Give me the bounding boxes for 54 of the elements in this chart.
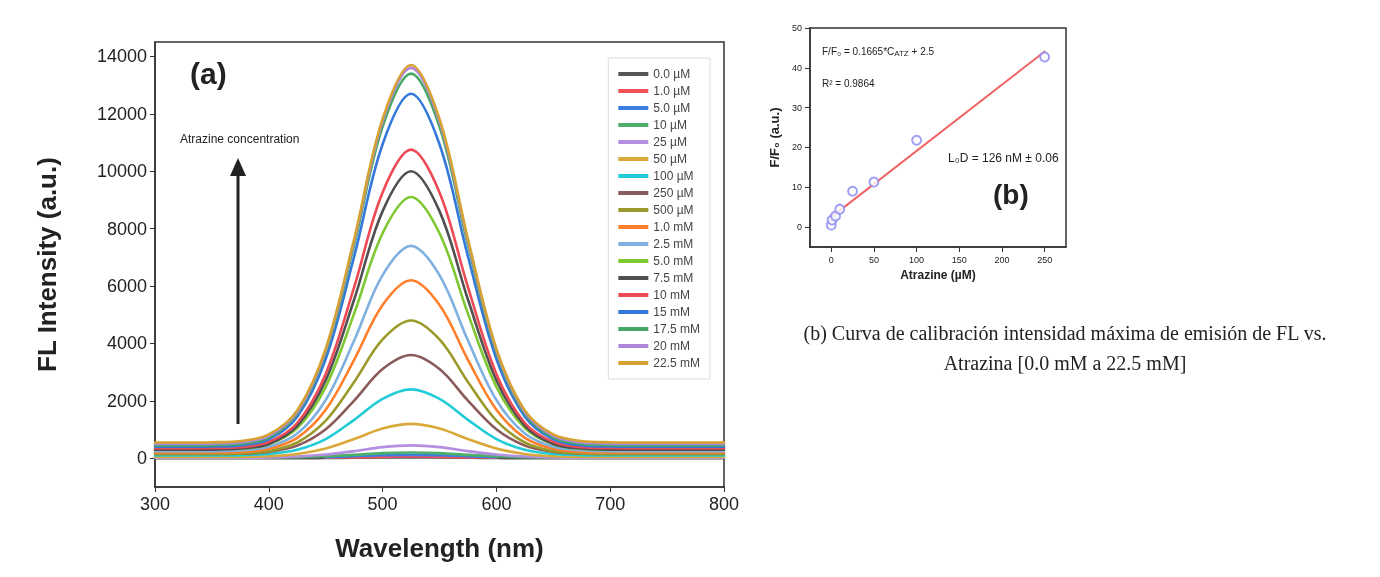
annotation: R² = 0.9864 <box>822 77 875 89</box>
x-tick-label: 150 <box>951 254 967 265</box>
y-tick-label: 6000 <box>106 276 147 297</box>
x-tick-label: 0 <box>828 254 834 265</box>
x-tick-label: 50 <box>868 254 879 265</box>
y-tick-label: 20 <box>791 142 802 153</box>
y-tick-label: 40 <box>791 62 802 73</box>
x-tick-label: 300 <box>139 494 171 514</box>
legend-label: 2.5 mM <box>653 237 694 251</box>
annotation: Atrazine concentration <box>180 132 300 146</box>
x-tick-label: 600 <box>481 494 512 514</box>
x-tick-label: 200 <box>994 254 1010 265</box>
legend-label: 10 µM <box>653 118 687 132</box>
x-axis-title: Atrazine (µM) <box>900 268 976 282</box>
y-tick-label: 2000 <box>106 390 147 411</box>
text: (b) Curva de calibración intensidad máxima de emisión de FL vs. Atrazina [0.0 mM a 22.5 mM] <box>802 321 1328 376</box>
legend-label: 17.5 mM <box>653 322 701 336</box>
legend-label: 20 mM <box>653 339 691 353</box>
y-tick-label: 12000 <box>96 103 147 124</box>
y-axis-title: FL Intensity (a.u.) <box>32 157 62 372</box>
y-tick-label: 14000 <box>96 46 147 67</box>
legend-label: 500 µM <box>653 203 694 217</box>
y-tick-label: 0 <box>136 448 147 469</box>
legend-label: 5.0 µM <box>653 101 691 115</box>
legend-label: 50 µM <box>653 152 687 166</box>
y-tick-label: 10 <box>791 182 802 193</box>
x-axis-title: Wavelength (nm) <box>335 533 544 563</box>
y-tick-label: 10000 <box>96 161 147 182</box>
legend-label: 25 µM <box>653 135 687 149</box>
x-tick-label: 100 <box>909 254 925 265</box>
x-tick-label: 800 <box>708 494 740 514</box>
y-tick-label: 8000 <box>106 218 147 239</box>
x-tick-label: 500 <box>367 494 398 514</box>
x-tick-label: 250 <box>1037 254 1053 265</box>
legend-label: 1.0 mM <box>653 220 694 234</box>
legend-label: 10 mM <box>653 288 691 302</box>
annotation: (a) <box>190 56 227 90</box>
legend-label: 0.0 µM <box>653 67 691 81</box>
y-tick-label: 30 <box>791 102 802 113</box>
x-tick-label: 400 <box>253 494 284 514</box>
y-tick-label: 50 <box>791 23 802 33</box>
y-tick-label: 0 <box>796 222 802 233</box>
legend-label: 100 µM <box>653 169 694 183</box>
legend-label: 22.5 mM <box>653 356 701 370</box>
legend-label: 1.0 µM <box>653 84 691 98</box>
y-tick-label: 4000 <box>106 333 147 354</box>
legend-label: 15 mM <box>653 305 691 319</box>
y-axis-title: F/F₀ (a.u.) <box>767 107 782 168</box>
legend-label: 7.5 mM <box>653 271 694 285</box>
annotation: (b) <box>993 178 1029 210</box>
x-tick-label: 700 <box>595 494 626 514</box>
legend-label: 5.0 mM <box>653 254 694 268</box>
legend-label: 250 µM <box>653 186 694 200</box>
annotation: L₀D = 126 nM ± 0.06 <box>948 151 1059 165</box>
